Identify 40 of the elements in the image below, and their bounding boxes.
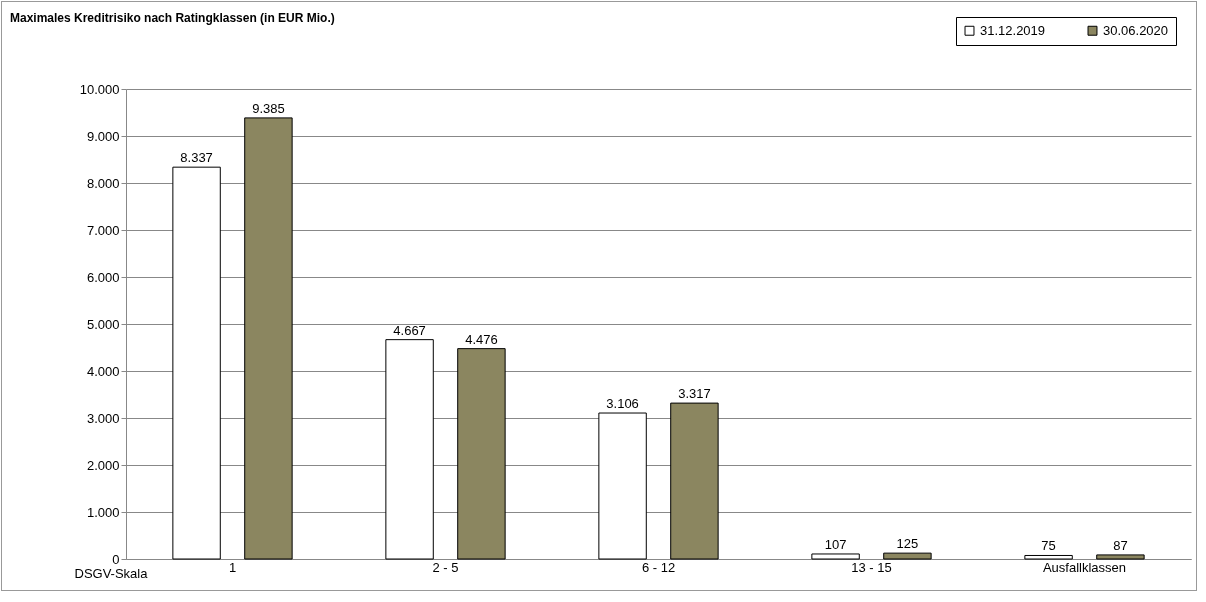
data-label: 87 <box>1113 537 1128 553</box>
x-axis-title: DSGV-Skala <box>74 565 149 581</box>
bar <box>1096 554 1145 560</box>
bar <box>811 553 860 560</box>
y-tick-label: 3.000 <box>86 410 120 426</box>
y-tick-label: 0 <box>112 551 120 567</box>
bar <box>1024 554 1073 560</box>
y-tick-label: 4.000 <box>86 363 120 379</box>
data-label: 8.337 <box>180 150 213 166</box>
bar <box>244 117 293 560</box>
data-label: 75 <box>1041 538 1056 554</box>
x-tick-label: 2 - 5 <box>432 559 459 575</box>
data-label: 125 <box>896 536 919 552</box>
y-tick-label: 1.000 <box>86 504 120 520</box>
x-tick-label: 6 - 12 <box>641 559 676 575</box>
bar <box>598 412 647 560</box>
bar <box>172 166 221 560</box>
data-label: 9.385 <box>252 100 285 116</box>
x-tick-label: 1 <box>228 559 237 575</box>
bar <box>883 552 932 560</box>
data-label: 107 <box>824 536 847 552</box>
y-tick-label: 10.000 <box>79 81 120 97</box>
data-label: 4.476 <box>465 331 498 347</box>
data-label: 3.106 <box>606 396 639 412</box>
data-label: 4.667 <box>393 322 426 338</box>
x-tick-label: 13 - 15 <box>851 559 892 575</box>
bar <box>670 402 719 560</box>
y-tick-label: 6.000 <box>86 269 120 285</box>
y-tick-label: 7.000 <box>86 222 120 238</box>
chart-title: Maximales Kreditrisiko nach Ratingklassen (in EUR Mio.) <box>10 11 335 25</box>
y-tick-label: 2.000 <box>86 457 120 473</box>
legend-label: 30.06.2020 <box>1103 22 1169 38</box>
x-tick-label: Ausfallklassen <box>1042 559 1127 575</box>
y-tick-label: 8.000 <box>86 175 120 191</box>
legend-label: 31.12.2019 <box>980 22 1046 38</box>
bar <box>385 339 434 560</box>
y-tick-label: 9.000 <box>86 128 120 144</box>
y-tick-label: 5.000 <box>86 316 120 332</box>
data-label: 3.317 <box>678 386 711 402</box>
bar <box>457 348 506 560</box>
